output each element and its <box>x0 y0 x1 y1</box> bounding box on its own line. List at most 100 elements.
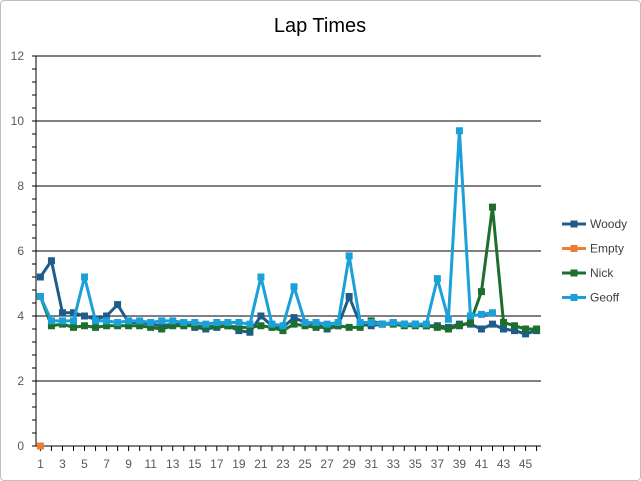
x-tick-label: 19 <box>232 457 246 471</box>
data-point-geoff <box>103 317 111 325</box>
x-tick-label: 37 <box>431 457 445 471</box>
x-tick-label: 29 <box>342 457 356 471</box>
data-point-geoff <box>81 273 89 281</box>
y-tick-label: 8 <box>17 179 24 193</box>
legend-item-geoff: Geoff <box>562 291 620 305</box>
data-point-nick <box>511 322 519 330</box>
data-point-nick <box>169 322 177 330</box>
x-tick-label: 35 <box>409 457 423 471</box>
data-point-geoff <box>158 317 166 325</box>
data-point-geoff <box>47 317 55 325</box>
data-point-woody <box>246 328 254 336</box>
y-tick-label: 0 <box>17 439 24 453</box>
legend-swatch-marker <box>570 269 578 277</box>
x-tick-label: 11 <box>144 457 157 471</box>
data-point-geoff <box>235 319 243 326</box>
legend-item-nick: Nick <box>562 266 614 280</box>
data-point-geoff <box>257 273 265 281</box>
y-tick-label: 4 <box>17 309 24 323</box>
data-point-woody <box>511 327 519 335</box>
data-point-geoff <box>92 317 100 325</box>
data-point-nick <box>466 319 474 326</box>
data-point-geoff <box>444 315 452 323</box>
data-point-geoff <box>334 319 342 326</box>
data-point-woody <box>36 273 44 281</box>
data-point-geoff <box>125 317 133 325</box>
data-point-nick <box>533 325 541 333</box>
data-point-woody <box>114 301 122 309</box>
data-point-geoff <box>213 319 221 326</box>
gridlines <box>36 55 541 382</box>
data-point-geoff <box>312 319 320 326</box>
data-point-nick <box>103 322 111 330</box>
legend-item-woody: Woody <box>562 217 627 231</box>
data-point-geoff <box>301 319 309 326</box>
data-point-geoff <box>279 322 287 330</box>
x-tick-label: 23 <box>276 457 290 471</box>
data-point-geoff <box>389 319 397 326</box>
data-point-geoff <box>345 252 353 260</box>
data-point-nick <box>81 322 89 330</box>
series-geoff <box>36 127 496 330</box>
y-tick-label: 12 <box>11 49 25 63</box>
data-point-geoff <box>290 283 298 291</box>
x-tick-label: 33 <box>387 457 401 471</box>
data-point-nick <box>147 323 155 331</box>
data-point-woody <box>477 325 485 333</box>
x-tick-label: 43 <box>497 457 511 471</box>
data-point-geoff <box>466 312 474 320</box>
data-point-nick <box>356 323 364 331</box>
data-point-geoff <box>477 310 485 318</box>
x-tick-label: 9 <box>125 457 132 471</box>
x-tick-label: 21 <box>254 457 268 471</box>
data-point-empty <box>36 442 44 450</box>
x-tick-label: 39 <box>453 457 467 471</box>
y-tick-label: 6 <box>17 244 24 258</box>
x-tick-label: 3 <box>59 457 66 471</box>
data-point-nick <box>433 323 441 331</box>
data-point-geoff <box>202 320 210 328</box>
data-point-nick <box>488 203 496 211</box>
data-point-nick <box>312 323 320 331</box>
data-point-nick <box>125 322 133 330</box>
data-point-nick <box>158 325 166 333</box>
x-tick-label: 15 <box>188 457 202 471</box>
legend-label: Woody <box>590 217 627 231</box>
legend-item-empty: Empty <box>562 242 624 256</box>
data-point-geoff <box>136 317 144 325</box>
x-tick-label: 25 <box>298 457 312 471</box>
y-axis-ticks: 0 2 4 6 8 10 12 <box>11 49 36 453</box>
legend-swatch-marker <box>570 245 578 252</box>
x-tick-label: 7 <box>103 457 110 471</box>
data-point-woody <box>500 325 508 333</box>
data-point-nick <box>345 323 353 331</box>
legend-label: Empty <box>590 242 624 256</box>
data-point-nick <box>500 319 508 326</box>
x-tick-label: 41 <box>475 457 489 471</box>
data-point-nick <box>522 325 530 333</box>
x-tick-label: 31 <box>365 457 379 471</box>
series-layer <box>36 127 541 450</box>
data-point-geoff <box>488 309 496 317</box>
data-point-nick <box>136 322 144 330</box>
data-point-woody <box>58 309 66 317</box>
series-line-geoff <box>39 129 493 328</box>
series-empty <box>36 442 44 450</box>
data-point-woody <box>257 312 265 320</box>
data-point-geoff <box>169 317 177 325</box>
data-point-geoff <box>191 319 199 326</box>
data-point-geoff <box>268 320 276 328</box>
data-point-nick <box>47 322 55 330</box>
data-point-nick <box>279 327 287 335</box>
data-point-geoff <box>246 320 254 328</box>
x-tick-label: 45 <box>519 457 533 471</box>
legend-swatch-marker <box>570 294 578 301</box>
legend-label: Nick <box>590 266 614 280</box>
data-point-woody <box>69 309 77 317</box>
legend-label: Geoff <box>590 291 620 305</box>
data-point-geoff <box>323 320 331 328</box>
data-point-woody <box>103 312 111 320</box>
y-tick-label: 2 <box>17 374 24 388</box>
